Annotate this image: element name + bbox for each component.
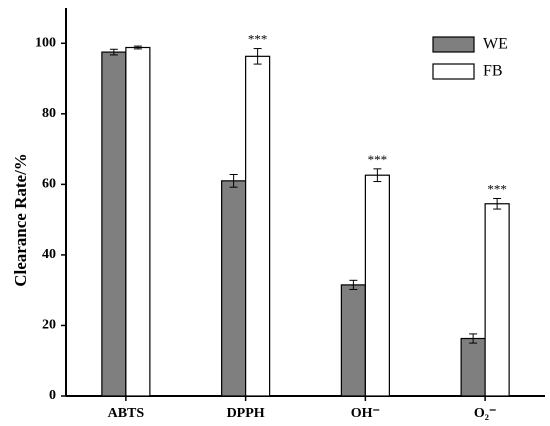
x-tick-label: ABTS <box>108 406 145 421</box>
y-tick-label: 60 <box>42 177 56 192</box>
legend-label: WE <box>483 36 508 53</box>
x-tick-label: OH⁻ <box>351 406 380 421</box>
significance-label: *** <box>487 181 507 196</box>
bar <box>101 51 127 397</box>
bar <box>245 55 271 397</box>
bar <box>484 203 510 397</box>
legend-label: FB <box>483 63 503 80</box>
bar <box>221 180 247 397</box>
bar <box>460 337 486 397</box>
y-tick-label: 20 <box>42 318 56 333</box>
bar <box>364 174 390 397</box>
x-tick-label: DPPH <box>227 406 265 421</box>
legend-swatch <box>432 36 475 53</box>
error-bar <box>229 173 238 188</box>
error-bar <box>493 197 502 210</box>
y-tick-label: 0 <box>49 388 56 403</box>
bar <box>125 46 151 397</box>
error-bar <box>349 279 358 290</box>
error-bar <box>253 48 262 65</box>
significance-label: *** <box>248 32 268 47</box>
significance-label: *** <box>368 152 388 167</box>
x-tick-label: O₂⁻ <box>474 406 496 421</box>
y-tick-label: 40 <box>42 247 56 262</box>
y-axis-label: Clearance Rate/% <box>11 153 30 287</box>
error-bar <box>109 48 118 56</box>
error-bar <box>133 45 142 50</box>
error-bar <box>469 333 478 344</box>
y-tick-label: 100 <box>35 35 56 50</box>
error-bar <box>373 168 382 183</box>
y-tick-label: 80 <box>42 106 56 121</box>
legend-swatch <box>432 63 475 80</box>
bar <box>340 284 366 397</box>
